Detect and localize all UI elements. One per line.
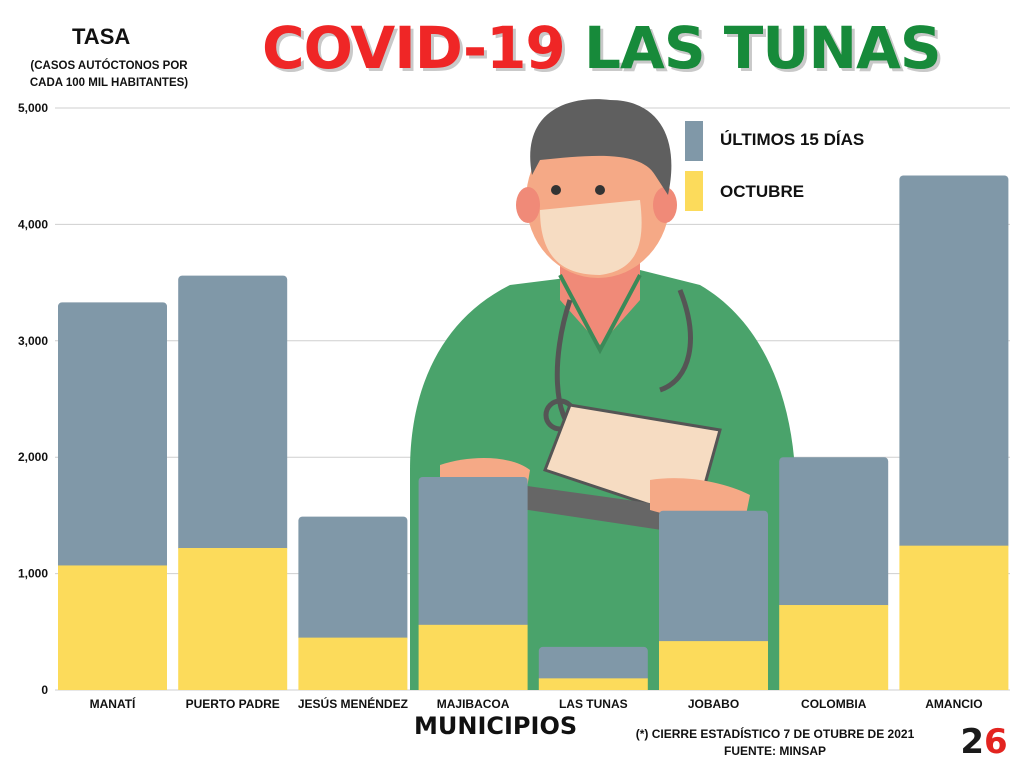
- bar-ultimos-15-dias: [58, 302, 167, 570]
- footnote-source: FUENTE: MINSAP: [724, 744, 826, 758]
- bar-octubre: [58, 565, 167, 690]
- bar-octubre: [899, 545, 1009, 690]
- chart-title-red: COVID-19: [262, 14, 566, 82]
- bar-ultimos-15-dias: [178, 275, 288, 552]
- bar-ultimos-15-dias: [899, 175, 1009, 550]
- x-tick-label: JOBABO: [688, 697, 739, 711]
- x-tick-label: AMANCIO: [925, 697, 982, 711]
- x-tick-label: MANATÍ: [90, 696, 136, 711]
- legend-label-octubre: OCTUBRE: [720, 182, 805, 201]
- axes: 0 1,000 2,000 3,000 4,000 5,000: [18, 101, 48, 697]
- y-tick-label: 1,000: [18, 567, 48, 581]
- legend-label-ultimos: ÚLTIMOS 15 DÍAS: [720, 130, 865, 149]
- x-tick-label: MAJIBACOA: [437, 697, 510, 711]
- y-axis-title: TASA: [72, 24, 131, 49]
- bar-ultimos-15-dias: [538, 646, 648, 683]
- bar-octubre: [298, 637, 408, 690]
- bar-octubre: [418, 624, 528, 690]
- bar-ultimos-15-dias: [298, 516, 408, 642]
- y-tick-label: 5,000: [18, 101, 48, 115]
- x-tick-label: PUERTO PADRE: [186, 697, 280, 711]
- chart-title: COVID-19 LAS TUNAS: [262, 14, 952, 82]
- footnote: (*) CIERRE ESTADÍSTICO 7 DE OTUBRE DE 20…: [610, 726, 940, 760]
- bar-ultimos-15-dias: [779, 457, 889, 610]
- legend-swatch-octubre: [685, 171, 703, 211]
- bar-octubre: [779, 605, 889, 690]
- bar-ultimos-15-dias: [418, 476, 528, 629]
- bars: MANATÍ PUERTO PADRE JESÚS MENÉNDEZ MAJIBACO…: [58, 175, 1009, 711]
- logo-text: 26: [960, 722, 1007, 760]
- bar-octubre: [178, 547, 288, 690]
- y-tick-label: 2,000: [18, 450, 48, 464]
- x-tick-label: LAS TUNAS: [559, 697, 628, 711]
- legend-swatch-ultimos: [685, 121, 703, 161]
- chart-title-green: LAS TUNAS: [584, 14, 942, 82]
- y-tick-label: 0: [41, 683, 48, 697]
- y-axis-subtitle: (CASOS AUTÓCTONOS POR CADA 100 MIL HABIT…: [29, 60, 189, 89]
- footnote-line-1: (*) CIERRE ESTADÍSTICO 7 DE OTUBRE DE 20…: [635, 727, 915, 741]
- bar-octubre: [659, 641, 768, 690]
- x-tick-label: JESÚS MENÉNDEZ: [298, 696, 408, 711]
- y-tick-label: 3,000: [18, 334, 48, 348]
- y-tick-label: 4,000: [18, 217, 48, 231]
- logo-26: 26: [960, 722, 1007, 760]
- bar-ultimos-15-dias: [659, 510, 768, 646]
- x-axis-title: MUNICIPIOS: [414, 712, 578, 740]
- x-tick-label: COLOMBIA: [801, 697, 867, 711]
- bar-octubre: [538, 678, 648, 690]
